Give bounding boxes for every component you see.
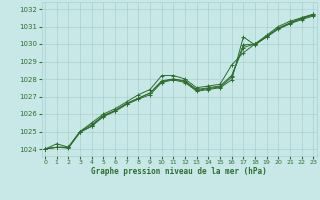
X-axis label: Graphe pression niveau de la mer (hPa): Graphe pression niveau de la mer (hPa)	[91, 167, 267, 176]
